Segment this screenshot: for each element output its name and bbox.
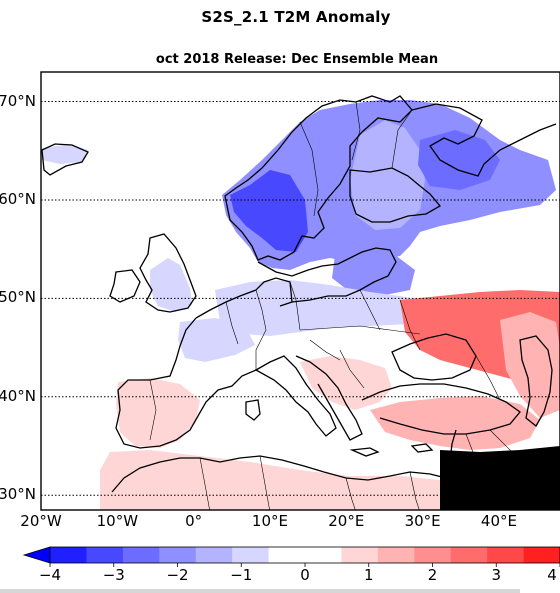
colorbar-cell-5 (232, 547, 269, 563)
coastline-scandinavia (224, 95, 413, 261)
anomaly-region-norway-core-cold (230, 170, 308, 252)
coastline-crete-cyprus (349, 443, 434, 457)
colorbar-extend-min (22, 546, 51, 564)
anomaly-region-middle-east-warm (440, 446, 560, 510)
map-frame (40, 71, 560, 511)
colorbar-tick-label-4: 0 (300, 566, 310, 584)
colorbar-cell-3 (159, 547, 197, 563)
coastline-kola-white-sea (411, 103, 557, 177)
colorbar-cell-11 (450, 547, 488, 563)
colorbar-tick-label-8: 4 (547, 566, 557, 584)
coastline-ireland (109, 269, 141, 303)
coastline-italy (254, 355, 337, 437)
coastline-france-iberia (115, 317, 257, 449)
country-borders (149, 101, 551, 510)
colorbar-cell-6 (268, 547, 306, 563)
lat-label-3: 40°N (0, 386, 36, 405)
coastline-north-africa (111, 455, 469, 510)
anomaly-region-central-europe-cool (215, 280, 436, 336)
colorbar-cell-10 (414, 547, 452, 563)
anomaly-region-finland-cold (350, 120, 425, 230)
colorbar-tick-label-6: 2 (427, 566, 438, 584)
lon-label-5: 30°E (404, 512, 441, 530)
anomaly-region-france-cool (178, 318, 255, 362)
colorbar-tick-label-1: −3 (102, 566, 125, 584)
anomaly-region-caspian-warm (500, 312, 560, 418)
colorbar-cell-4 (195, 547, 233, 563)
colorbar-tick-label-2: −2 (166, 566, 189, 584)
lon-label-1: 10°W (96, 512, 139, 530)
coastline-red-sea (461, 479, 479, 505)
coastline-balkans-greece (295, 355, 363, 441)
anomaly-field (42, 100, 560, 510)
colorbar-tick-label-5: 1 (363, 566, 374, 584)
lon-label-0: 20°W (20, 512, 62, 530)
lat-label-1: 60°N (0, 189, 36, 208)
lon-label-3: 10°E (251, 512, 289, 530)
coastline-western-europe (195, 277, 293, 319)
colorbar-cell-8 (341, 547, 379, 563)
colorbar-cell-12 (487, 547, 524, 563)
chart-subtitle: oct 2018 Release: Dec Ensemble Mean (155, 52, 439, 67)
lon-label-6: 40°E (480, 512, 517, 530)
horizontal-scrollbar[interactable] (0, 589, 520, 593)
coastline-uk (139, 233, 197, 313)
coastline-levant (445, 429, 457, 479)
lat-label-2: 50°N (0, 288, 36, 307)
anomaly-region-iceland-cool (42, 144, 88, 164)
anomaly-region-northwest-russia-cold (418, 130, 500, 190)
coastline-sardinia (245, 399, 261, 421)
anomaly-region-turkey-warm (370, 396, 540, 450)
lon-label-4: 20°E (328, 512, 365, 530)
colorbar-cell-7 (305, 547, 342, 563)
colorbar-tick-label-3: −1 (230, 566, 253, 584)
coastline-finland-russia (349, 167, 441, 223)
colorbar-tick-label-7: 3 (491, 566, 502, 584)
coastlines (41, 95, 557, 510)
border-lines (149, 101, 551, 510)
lat-label-4: 30°N (0, 485, 36, 504)
anomaly-region-iberia-warm (116, 378, 200, 448)
anomaly-region-baltic-cold (332, 248, 415, 296)
coastline-caspian (519, 335, 553, 427)
colorbar-tick-label-0: −4 (38, 566, 62, 584)
colorbar-cell-13 (523, 547, 560, 563)
colorbar-cell-1 (86, 547, 124, 563)
colorbar-cell-0 (50, 547, 87, 563)
lon-label-2: 0° (185, 512, 203, 530)
colorbar-cell-2 (122, 547, 160, 563)
lat-label-0: 70°N (0, 91, 36, 110)
coastline-black-sea (391, 333, 477, 381)
gridlines (41, 101, 560, 496)
coastline-turkey (361, 383, 521, 435)
chart-title: S2S_2.1 T2M Anomaly (201, 8, 391, 26)
coastline-iceland (41, 143, 89, 176)
colorbar-cell-9 (377, 547, 415, 563)
coastline-baltic (257, 247, 397, 303)
